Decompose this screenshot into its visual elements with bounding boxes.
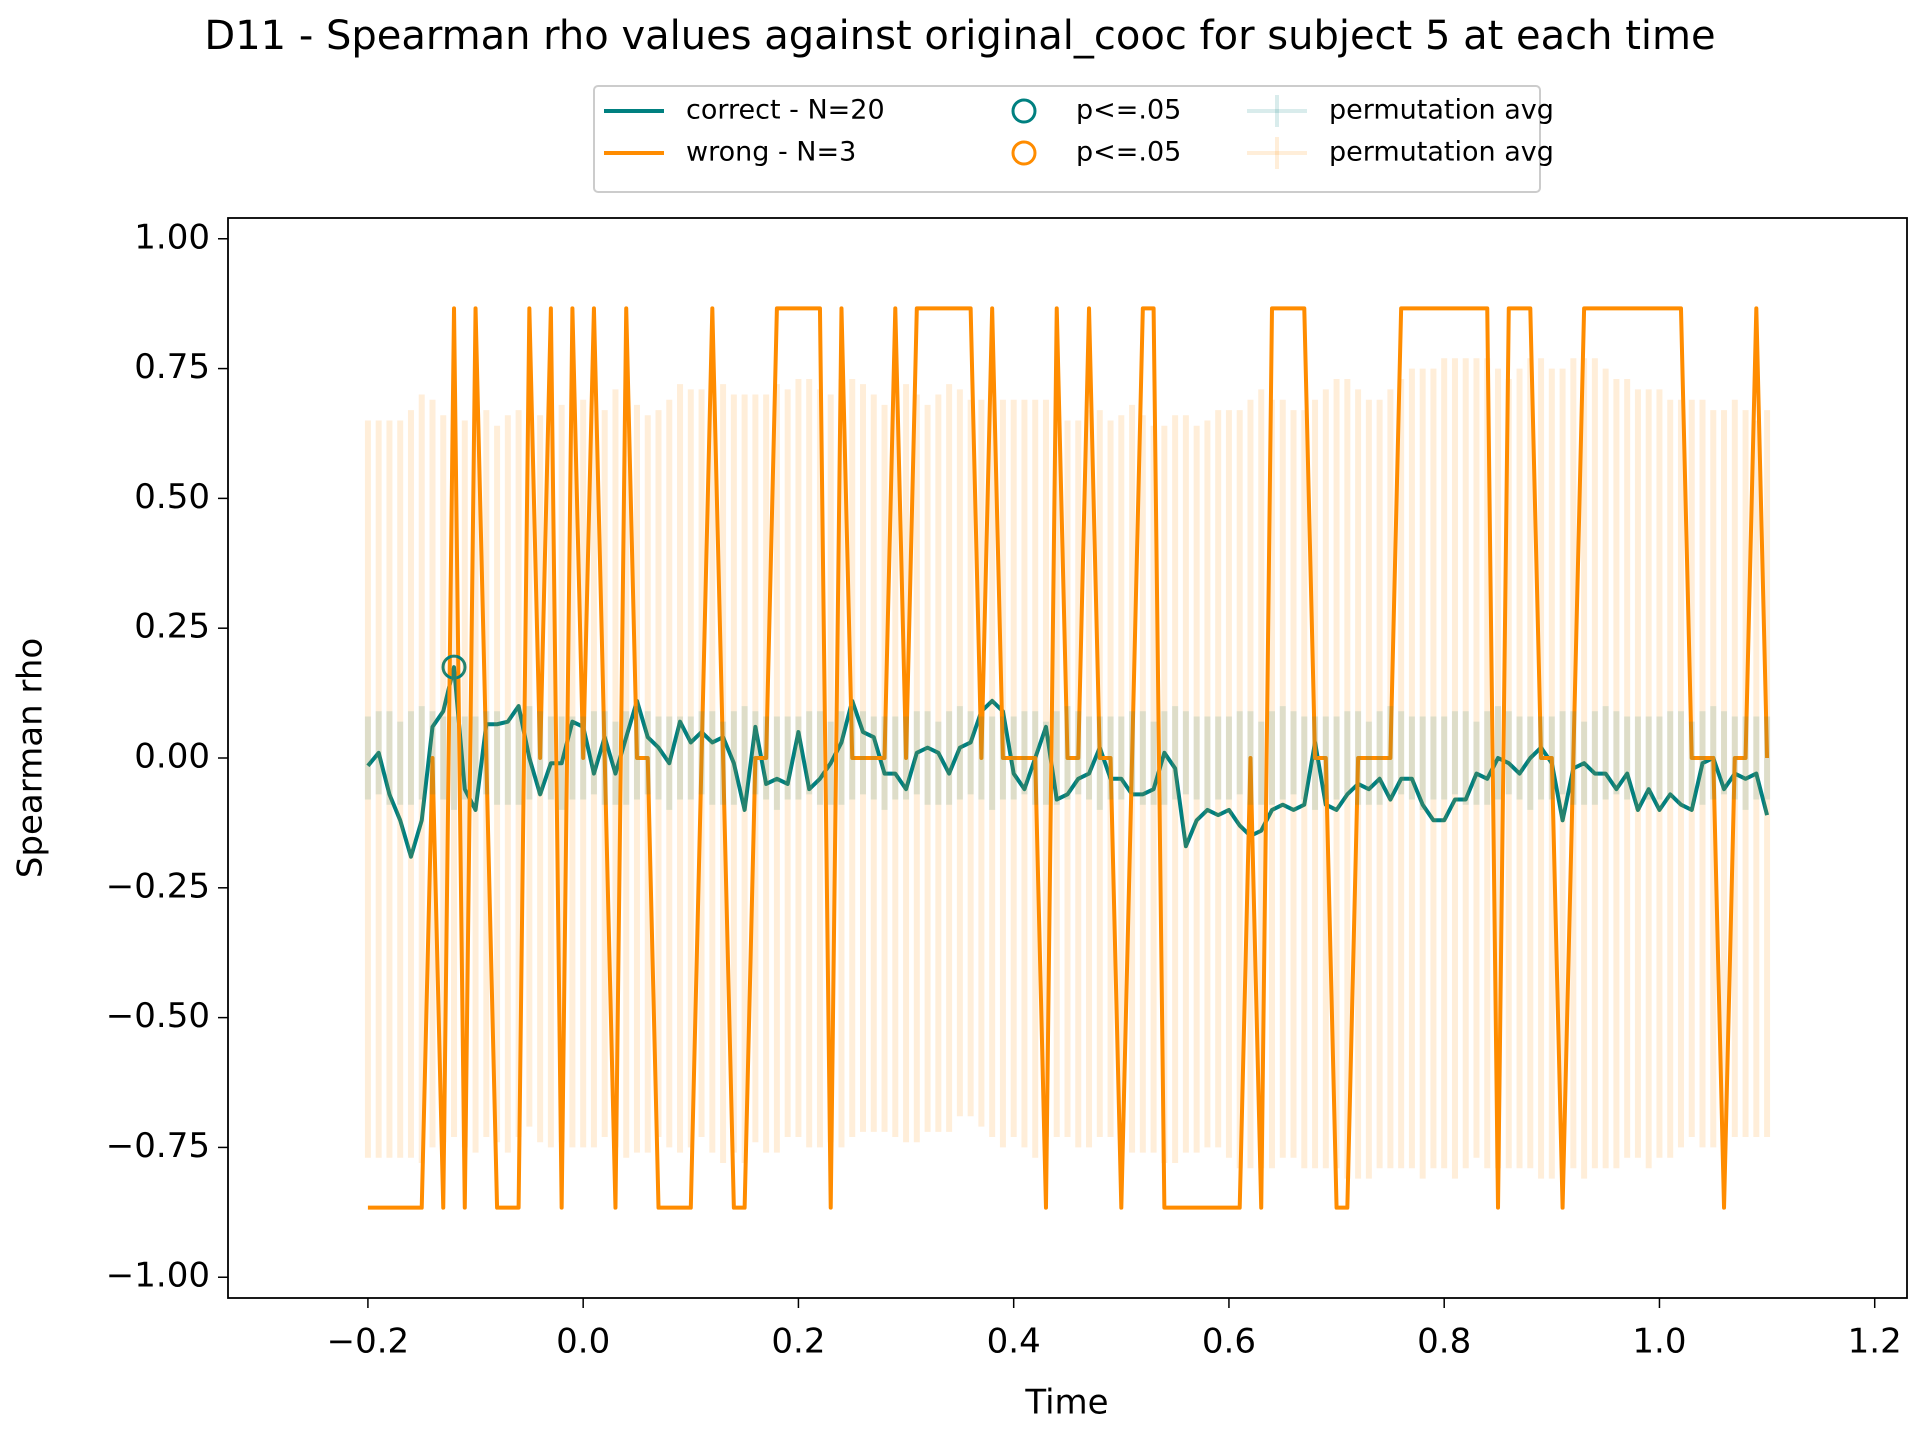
legend-label: p<=.05 bbox=[1076, 95, 1181, 126]
x-tick-label: 0.4 bbox=[987, 1322, 1041, 1362]
y-tick-label: 0.25 bbox=[134, 607, 210, 647]
y-tick-label: −0.50 bbox=[106, 996, 210, 1036]
x-tick-label: 0.2 bbox=[771, 1322, 825, 1362]
y-tick-label: 0.00 bbox=[134, 737, 210, 777]
legend-box bbox=[593, 85, 1541, 193]
legend-label: correct - N=20 bbox=[686, 95, 885, 126]
chart-title: D11 - Spearman rho values against origin… bbox=[204, 13, 1715, 59]
y-tick-label: 1.00 bbox=[134, 217, 210, 257]
series-line bbox=[367, 306, 1770, 1210]
x-tick-label: 1.0 bbox=[1632, 1322, 1686, 1362]
series-line bbox=[366, 665, 1770, 859]
x-tick-label: 0.0 bbox=[556, 1322, 610, 1362]
legend-label: permutation avg bbox=[1329, 137, 1554, 168]
x-axis-label: Time bbox=[1024, 1383, 1108, 1423]
y-tick-label: −0.25 bbox=[106, 866, 210, 906]
plot-area bbox=[366, 306, 1770, 1210]
y-tick-label: 0.75 bbox=[134, 347, 210, 387]
x-tick-label: 0.6 bbox=[1202, 1322, 1256, 1362]
y-axis-label: Spearman rho bbox=[11, 638, 51, 878]
plot-frame bbox=[227, 217, 1908, 1299]
x-tick-label: 0.8 bbox=[1417, 1322, 1471, 1362]
legend-label: wrong - N=3 bbox=[686, 137, 856, 168]
y-tick-label: −0.75 bbox=[106, 1126, 210, 1166]
legend-label: p<=.05 bbox=[1076, 137, 1181, 168]
legend-handle bbox=[1011, 140, 1037, 166]
y-tick-label: −1.00 bbox=[106, 1256, 210, 1296]
legend-label: permutation avg bbox=[1329, 95, 1554, 126]
y-tick-label: 0.50 bbox=[134, 477, 210, 517]
x-tick-label: −0.2 bbox=[327, 1322, 410, 1362]
legend-handle bbox=[1011, 98, 1037, 124]
x-tick-label: 1.2 bbox=[1848, 1322, 1902, 1362]
significance-marker bbox=[441, 654, 467, 680]
